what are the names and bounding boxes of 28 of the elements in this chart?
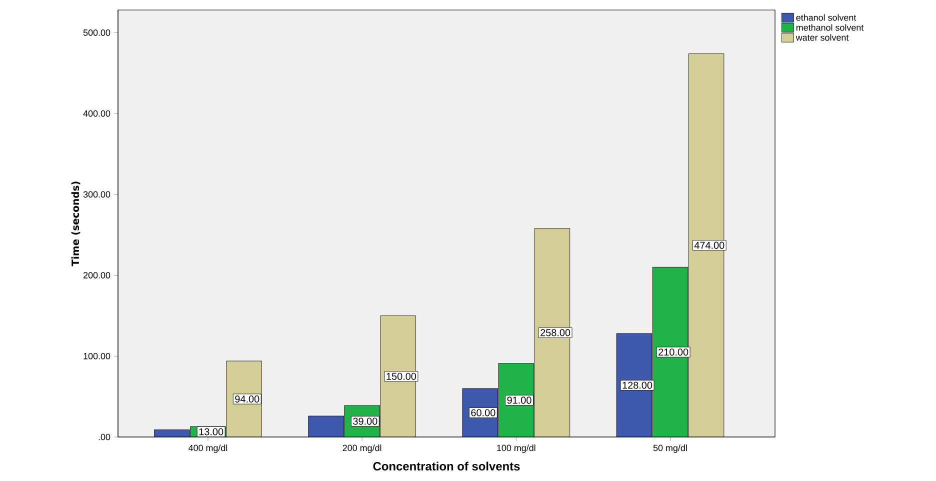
x-tick-label: 400 mg/dl [188,444,228,453]
y-tick-label: 100.00 [84,352,110,360]
data-label: 39.00 [353,418,378,425]
data-label: 474.00 [694,242,724,249]
x-tick-label: 200 mg/dl [342,444,382,453]
data-label: 128.00 [622,382,652,389]
x-tick-label: 50 mg/dl [653,444,687,453]
y-tick-label: 300.00 [83,191,110,198]
legend-label: ethanol solvent [796,14,856,21]
y-tick-label: 200.00 [84,272,110,278]
data-label: 150.00 [386,372,416,380]
bar [688,53,724,438]
data-label: 94.00 [235,395,260,403]
x-axis-title: Concentration of solvents [373,462,520,470]
legend-label: water solvent [796,34,849,41]
data-label: 91.00 [507,396,532,404]
bar [308,416,344,438]
y-tick-label: 500.00 [83,29,110,36]
y-tick-label: 400.00 [83,110,110,117]
y-tick-label: .00 [98,434,110,440]
y-axis-title: Time (seconds) [71,182,80,266]
data-label: 13.00 [199,428,224,436]
data-label: 258.00 [540,329,570,336]
legend-label: methanol solvent [796,24,864,31]
data-label: 210.00 [658,348,688,356]
x-tick-label: 100 mg/dl [497,444,536,453]
bar [226,360,262,438]
data-label: 60.00 [471,409,496,416]
